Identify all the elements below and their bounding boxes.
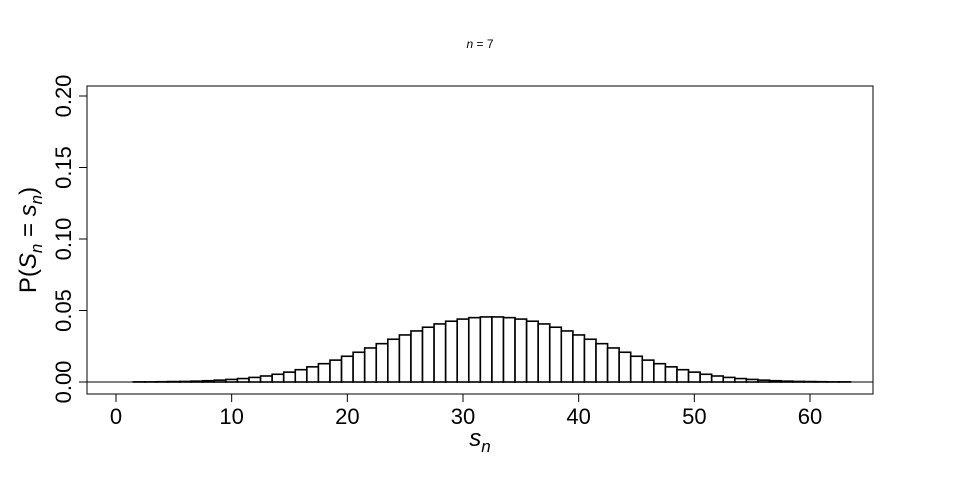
bar [375, 342, 389, 383]
y-tick-label: 0.05 [51, 289, 76, 332]
bar [433, 323, 447, 383]
bar [537, 323, 551, 383]
bar [641, 359, 655, 383]
y-axis-label-suffix: ) [15, 187, 42, 195]
y-axis-label-prefix: P( [15, 269, 42, 293]
x-tick-label: 60 [798, 404, 822, 429]
bar [352, 351, 366, 383]
bar [248, 376, 262, 383]
x-tick-label: 50 [682, 404, 706, 429]
bar [456, 318, 470, 383]
bar [271, 373, 285, 383]
chart-title: n = 7 [466, 37, 493, 51]
bar [479, 316, 493, 383]
y-axis-label: P(Sn = sn) [15, 187, 46, 293]
bar [502, 316, 516, 383]
bar [340, 355, 354, 383]
bar [514, 318, 528, 383]
bar [572, 334, 586, 383]
x-tick-label: 30 [451, 404, 475, 429]
y-axis-label-var1: S [15, 253, 42, 269]
bar [491, 316, 505, 383]
bar [363, 347, 378, 383]
y-axis-label-sub1: n [27, 244, 46, 253]
plot-frame [86, 85, 874, 395]
x-axis-label-variable: s [469, 425, 481, 452]
bar [259, 375, 273, 383]
y-tick-label: 0.00 [51, 361, 76, 404]
bar [699, 373, 713, 383]
bar [583, 338, 597, 383]
bar [595, 342, 609, 383]
bar [664, 366, 678, 383]
chart-title-equation: = 7 [473, 37, 494, 51]
bar [236, 377, 250, 383]
x-tick-label: 0 [110, 404, 122, 429]
y-tick-label: 0.10 [51, 218, 76, 261]
bar [317, 362, 331, 383]
x-tick-label: 10 [219, 404, 243, 429]
y-axis-label-var2: s [15, 204, 42, 216]
bar [629, 355, 644, 383]
x-tick-label: 20 [335, 404, 359, 429]
bar [387, 338, 401, 383]
bar [722, 376, 736, 383]
x-axis: 0 10 20 30 40 50 60 [110, 394, 822, 429]
bars-group [132, 316, 852, 383]
bar [525, 320, 539, 383]
y-tick-label: 0.15 [51, 146, 76, 189]
bar [710, 375, 725, 383]
bar [687, 371, 701, 383]
bar [294, 368, 308, 383]
bar [421, 326, 435, 383]
y-axis-label-sub2: n [27, 195, 46, 204]
chart-title-variable: n [466, 37, 473, 51]
y-tick-label: 0.20 [51, 75, 76, 118]
bar [398, 334, 412, 383]
bar [329, 359, 343, 383]
bar [306, 366, 320, 383]
bar [653, 362, 667, 383]
y-axis: 0.00 0.05 0.10 0.15 0.20 [51, 75, 87, 404]
bar [560, 330, 574, 383]
x-axis-label-subscript: n [481, 437, 490, 456]
x-axis-label: sn [469, 425, 490, 456]
bar [548, 326, 563, 383]
bar [606, 347, 620, 383]
bar [676, 368, 690, 383]
y-axis-label-equals: = [15, 216, 42, 243]
bar [410, 330, 424, 383]
x-tick-label: 40 [566, 404, 590, 429]
bar [444, 320, 459, 383]
bar [282, 371, 297, 383]
bar [618, 351, 632, 383]
bar [467, 316, 482, 383]
bar [734, 377, 748, 383]
